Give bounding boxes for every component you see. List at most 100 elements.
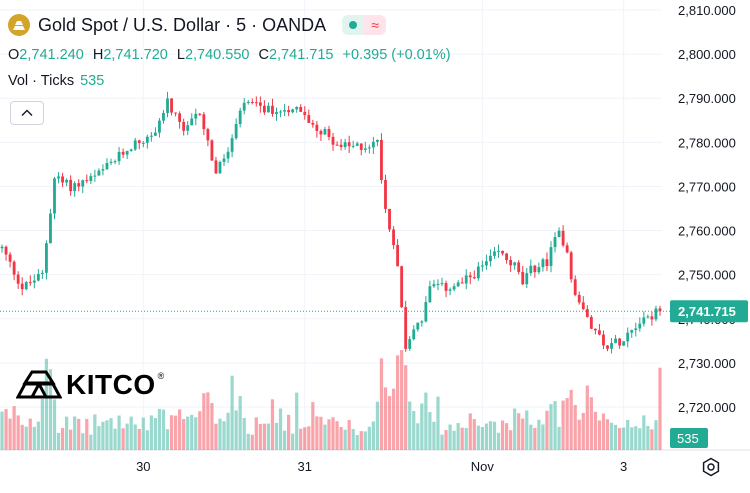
volume-bar [335,421,339,450]
volume-bar [214,423,218,450]
volume-bar [557,426,561,450]
volume-bar [73,416,77,450]
volume-bar [36,421,40,450]
candle-body [424,302,428,322]
volume-bar [141,417,145,450]
kitco-brand: KITCO [66,369,156,400]
volume-bar [218,418,222,450]
candle-body [384,179,387,209]
candle-body [464,275,468,284]
volume-bar [589,397,593,450]
candle-body [141,142,145,144]
volume-bar [605,419,610,450]
time-axis[interactable]: 30 31 Nov 3 [136,459,627,474]
collapse-legend-button[interactable] [10,101,44,125]
volume-bar [488,421,493,450]
candle-body [32,280,36,283]
volume-bar [597,420,602,450]
candle-body [521,271,525,285]
candle-body [28,282,32,284]
candle-body [279,111,282,113]
candle-body [258,102,262,106]
candle-body [202,114,206,130]
volume-bar [101,421,105,450]
candle-body [658,308,662,312]
candle-body [351,145,355,147]
volume-bar [125,423,129,450]
volume-bar [408,401,412,450]
candle-body [121,151,125,155]
chart-title[interactable]: Gold Spot / U.S. Dollar · 5 · OANDA [38,14,327,35]
candle-body [585,309,589,317]
candle-body [230,138,234,152]
candle-body [61,176,64,183]
settings-icon[interactable] [701,457,721,477]
candle-body [440,283,444,285]
candle-body [452,286,456,290]
volume-bar [529,424,533,450]
volume-bar [64,416,69,450]
grid [0,0,750,451]
volume-bar [609,422,614,450]
candle-body [295,107,299,110]
close-value: 2,741.715 [268,47,334,63]
volume-bar [387,396,392,450]
volume-legend[interactable]: Vol · Ticks 535 [8,73,104,89]
candle-body [109,161,113,163]
candle-body [246,101,250,103]
candle-body [12,261,16,275]
volume-bar [238,396,242,450]
volume-bar [541,424,545,450]
volume-bar [585,385,589,450]
candle-body [380,139,383,180]
candle-body [654,308,658,320]
volume-bar [618,428,622,450]
volume-bar [537,419,541,450]
volume-bar [391,388,396,450]
candle-body [218,161,222,174]
y-tick-label: 2,730.000 [678,356,736,371]
volume-bar [274,422,279,450]
volume-bar [69,429,73,450]
volume-bar [428,412,432,450]
volume-bar [250,434,254,450]
symbol-logo-icon [8,14,30,36]
chart-header: Gold Spot / U.S. Dollar · 5 · OANDA ≈ [8,14,387,36]
candle-body [573,279,577,295]
candle-body [77,183,81,187]
volume-bar [363,431,367,450]
candle-body [420,321,424,323]
volume-bar [270,399,275,450]
y-tick-label: 2,790.000 [678,91,736,106]
volume-bar [109,418,113,450]
price-axis[interactable]: 2,810.000 2,800.000 2,790.000 2,780.000 2,77… [670,3,748,448]
volume-bar [452,430,456,450]
volume-bar [484,423,489,450]
volume-bar [492,421,497,450]
volume-bar [565,398,569,450]
candle-body [327,129,331,137]
kitco-watermark: KITCO ® [16,369,164,401]
volume-bar [242,417,246,450]
volume-bar [533,427,537,450]
candle-body [125,150,129,155]
candle-body [412,329,416,340]
candle-body [343,142,347,148]
volume-bar [400,350,404,450]
candle-body [416,322,420,330]
candle-body [392,229,395,246]
volume-bar [234,410,238,450]
candle-body [190,118,194,126]
volume-bar [460,427,464,450]
volume-bar [622,427,626,450]
candle-body [622,341,626,346]
candle-body [222,158,226,162]
candle-body [557,230,561,238]
market-status-badge[interactable]: ≈ [342,15,387,35]
volume-bar [480,427,484,450]
volume-bar [436,396,440,450]
candle-body [89,176,93,182]
candle-body [505,253,509,260]
volume-bar [549,404,553,450]
